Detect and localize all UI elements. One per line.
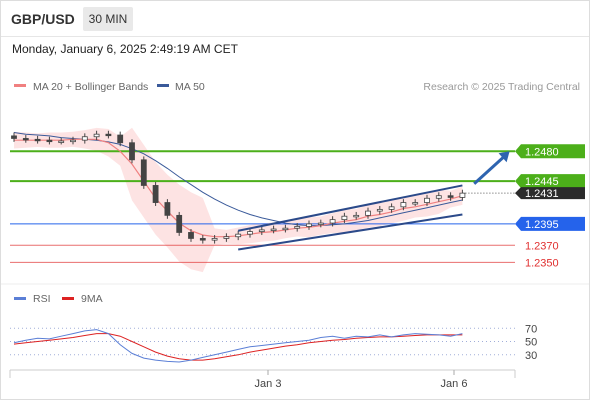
- rsi-tick-50: 50: [525, 337, 537, 349]
- main-legend: MA 20 + Bollinger Bands MA 50 Research ©…: [14, 81, 580, 93]
- candle-body: [164, 202, 171, 216]
- level-tag-1.2480: [515, 144, 585, 159]
- forecast-arrow-head: [498, 151, 510, 163]
- ma50-legend-swatch: [157, 84, 169, 87]
- credit-label: Research © 2025 Trading Central: [423, 81, 580, 93]
- candle-body: [294, 226, 301, 229]
- candle-body: [447, 195, 454, 198]
- forecast-arrow-shaft: [473, 154, 507, 185]
- last-price-tag: [515, 187, 585, 200]
- x-tick-label-1: Jan 6: [441, 378, 468, 390]
- rsi-legend-label: RSI: [33, 293, 51, 305]
- ma20-legend-label: MA 20 + Bollinger Bands: [33, 81, 148, 93]
- candle-body: [105, 133, 112, 137]
- level-label-1.2480: 1.2480: [525, 146, 559, 158]
- candle-body: [306, 223, 312, 227]
- candle-body: [459, 192, 466, 198]
- channel-line-upper: [238, 184, 463, 232]
- ma20-legend-swatch: [14, 84, 26, 87]
- rsi-tick-30: 30: [525, 350, 537, 362]
- candle-body: [400, 202, 407, 208]
- top-bar: GBP/USD 30 MIN: [0, 0, 590, 37]
- pair-title: GBP/USD: [11, 11, 75, 27]
- rsi-line: [13, 329, 463, 363]
- candle-body: [152, 185, 159, 203]
- rsi-tick-70: 70: [525, 323, 537, 335]
- candle-body: [329, 219, 336, 224]
- candle-body: [435, 195, 442, 199]
- candle-body: [188, 232, 194, 239]
- candle-body: [199, 238, 206, 241]
- bollinger-band: [14, 127, 463, 273]
- level-label-1.2395: 1.2395: [525, 219, 559, 231]
- channel-line-lower: [238, 213, 463, 251]
- candle-body: [223, 236, 230, 239]
- level-label-1.2445: 1.2445: [525, 176, 559, 188]
- candle-body: [81, 136, 88, 141]
- candle-body: [270, 228, 277, 231]
- candle-body: [258, 229, 265, 233]
- rsi-ma-line: [13, 333, 463, 361]
- candle-body: [341, 215, 348, 221]
- level-tag-1.2395: [515, 216, 585, 231]
- candle-body: [211, 238, 218, 241]
- timeframe-button[interactable]: 30 MIN: [83, 7, 133, 31]
- candle-body: [365, 210, 371, 216]
- candle-body: [424, 197, 430, 203]
- level-label-1.2370: 1.2370: [525, 240, 559, 252]
- level-tag-1.2445: [515, 174, 585, 189]
- candle-body: [282, 227, 289, 231]
- candle-body: [235, 233, 242, 238]
- candle-body: [353, 214, 360, 218]
- ma50-legend-label: MA 50: [175, 81, 205, 93]
- candle-body: [34, 138, 41, 142]
- rsi-legend-swatch: [14, 297, 26, 300]
- candle-body: [388, 206, 395, 210]
- candle-body: [93, 133, 100, 138]
- candle-body: [317, 222, 324, 225]
- candle-body: [140, 159, 147, 186]
- level-label-1.2350: 1.2350: [525, 257, 559, 269]
- candle-body: [70, 139, 76, 143]
- rsi-legend: RSI 9MA: [14, 293, 103, 305]
- x-tick-label-0: Jan 3: [255, 378, 282, 390]
- rsi-ma-legend-label: 9MA: [81, 293, 103, 305]
- candle-body: [58, 140, 65, 143]
- candle-body: [376, 208, 383, 212]
- candle-body: [11, 135, 17, 139]
- candle-body: [412, 202, 419, 205]
- candle-body: [176, 214, 183, 233]
- main-plot: 1.2480 1.2445 1.2395 1.2370 1.2350 1.2431: [0, 127, 590, 285]
- candle-body: [22, 138, 29, 141]
- last-price-label: 1.2431: [525, 188, 559, 200]
- rsi-ma-legend-swatch: [62, 297, 74, 300]
- datetime-label: Monday, January 6, 2025 2:49:19 AM CET: [12, 42, 238, 56]
- candle-body: [46, 139, 53, 143]
- candle-body: [117, 134, 124, 144]
- candle-body: [129, 142, 135, 161]
- candle-body: [247, 231, 253, 235]
